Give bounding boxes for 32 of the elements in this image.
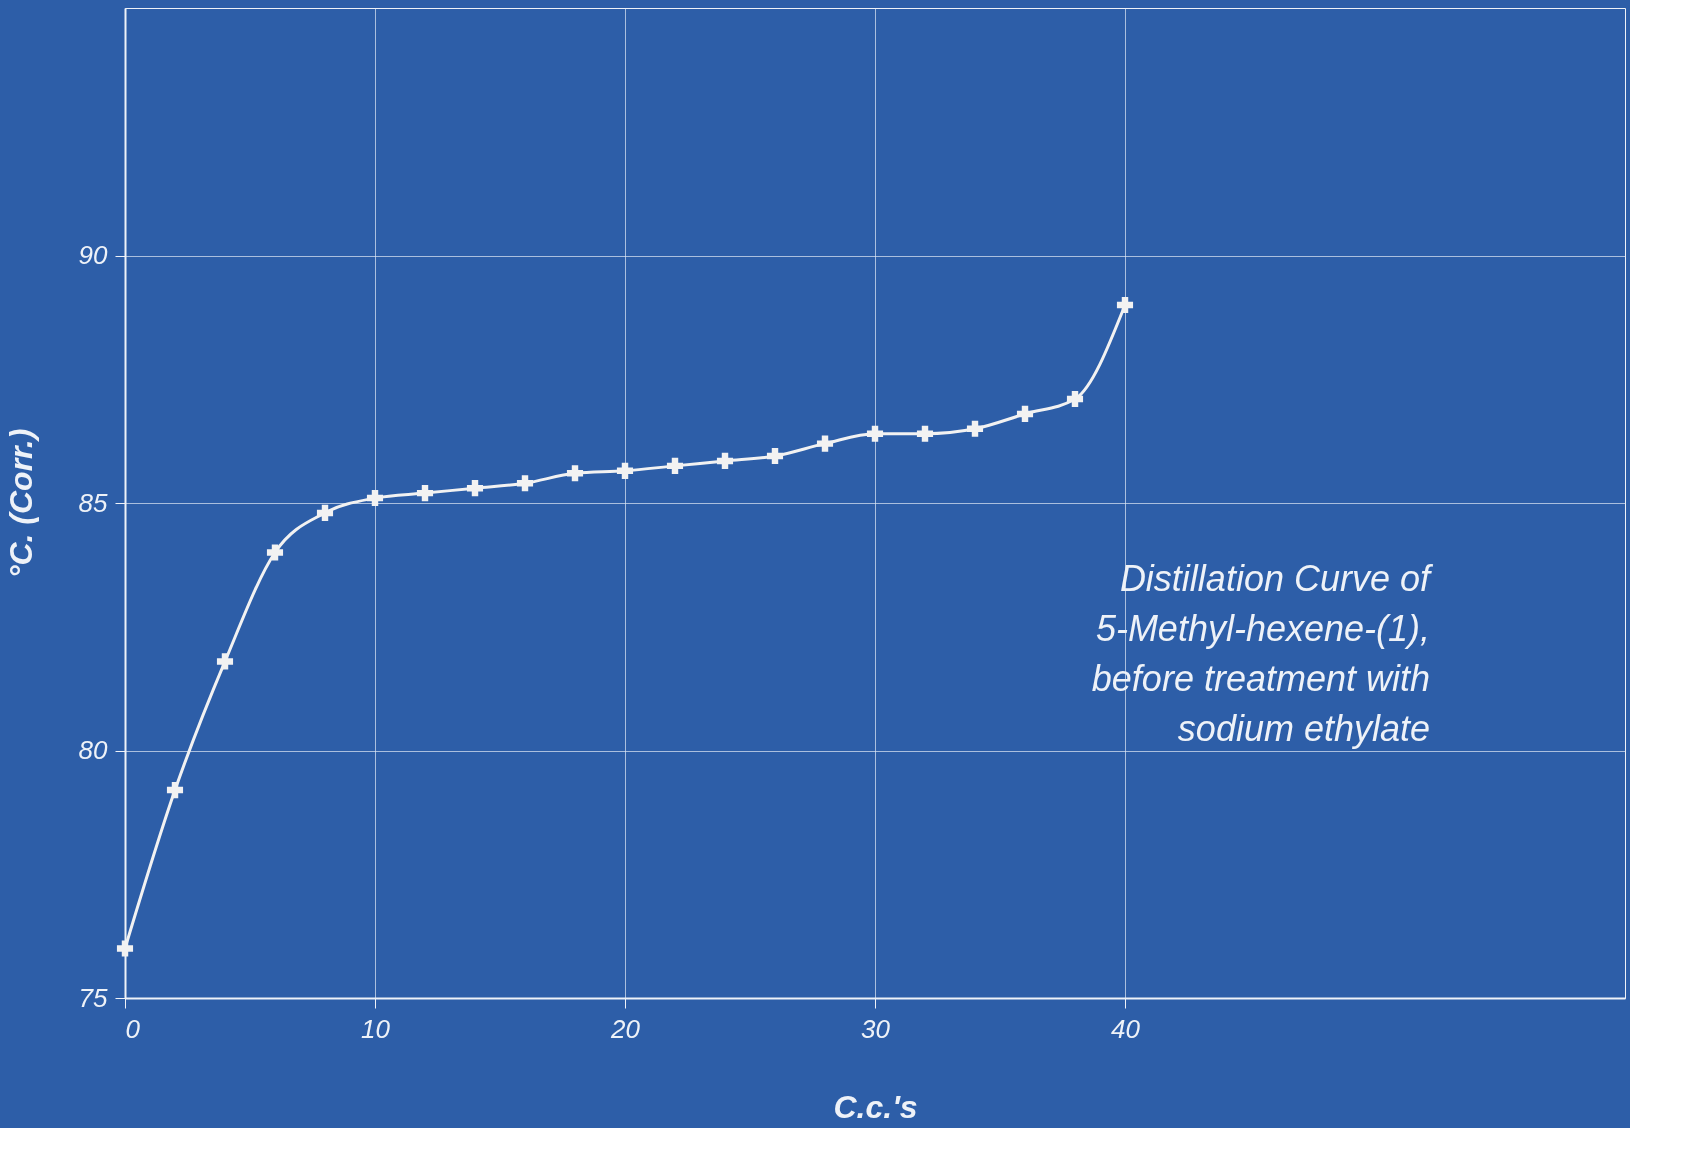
point xyxy=(916,425,934,442)
point xyxy=(616,462,634,479)
y-axis-title: °C. (Corr.) xyxy=(2,428,39,579)
x-tick-label: 0 xyxy=(125,1013,141,1044)
point xyxy=(1116,296,1134,314)
point xyxy=(366,489,384,507)
point xyxy=(316,504,334,521)
point xyxy=(466,480,484,497)
x-tick-label: 40 xyxy=(1111,1013,1141,1044)
x-tick-label: 30 xyxy=(861,1013,891,1044)
point xyxy=(866,425,884,442)
point xyxy=(416,485,434,502)
y-tick-label: 90 xyxy=(78,240,109,270)
point xyxy=(716,452,734,469)
point xyxy=(266,544,284,561)
y-tick-label: 85 xyxy=(78,487,109,518)
point xyxy=(1066,390,1084,408)
point xyxy=(216,653,234,670)
y-tick-label: 80 xyxy=(78,735,109,765)
point xyxy=(166,782,184,799)
x-tick-label: 10 xyxy=(361,1013,391,1044)
x-tick-label: 20 xyxy=(610,1013,641,1044)
point xyxy=(566,465,584,482)
y-tick-label: 75 xyxy=(78,982,109,1013)
point xyxy=(966,420,984,437)
point xyxy=(766,447,784,465)
point xyxy=(1016,405,1034,422)
point xyxy=(116,940,134,957)
x-axis-title: C.c.'s xyxy=(833,1088,918,1125)
point xyxy=(666,457,684,474)
point xyxy=(816,435,834,452)
point xyxy=(516,475,534,492)
